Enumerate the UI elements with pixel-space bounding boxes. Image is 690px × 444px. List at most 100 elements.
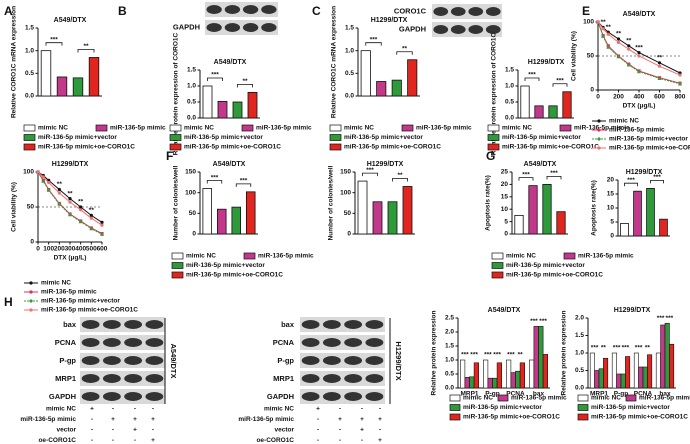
- bar: [510, 372, 516, 389]
- significance-label: ***: [539, 318, 547, 325]
- significance-bracket: [624, 182, 638, 187]
- point: [36, 170, 40, 174]
- bar: [245, 191, 256, 235]
- bar: [562, 91, 572, 119]
- bar: [589, 352, 595, 389]
- y-tick-label: 1.0: [25, 47, 34, 54]
- y-tick-label: 0: [504, 231, 508, 238]
- legend-label: miR-136-5p mimic+oe-CORO1C: [38, 144, 135, 151]
- bar: [642, 366, 648, 389]
- legend-label: miR-136-5p mimic+vector: [463, 404, 542, 411]
- y-tick-label: 10: [607, 205, 615, 212]
- significance-label: **: [601, 19, 607, 26]
- treatment-sign: -: [361, 437, 363, 444]
- significance-bracket: [518, 177, 534, 181]
- blot-row-label: CORO1C: [394, 6, 427, 15]
- point: [606, 45, 611, 49]
- legend-label: mimic NC: [186, 253, 216, 260]
- legend-label: miR-136-5p mimic+oe-CORO1C: [502, 144, 599, 151]
- treatment-sign: +: [360, 427, 364, 434]
- point: [100, 220, 104, 224]
- point: [79, 205, 83, 209]
- treatment-sign: -: [152, 406, 154, 413]
- legend-label: miR-136-5p mimic+vector: [609, 136, 688, 143]
- y-tick-label: 5: [504, 218, 508, 225]
- blot-background: [205, 2, 278, 17]
- legend-label: miR-136-5p mimic+oe-CORO1C: [506, 272, 603, 279]
- blot-band: [450, 25, 466, 34]
- chart-title: H1299/DTX: [52, 161, 89, 168]
- blot-band: [242, 23, 259, 32]
- blot-band: [301, 320, 320, 329]
- blot-row-label: P-gp: [59, 356, 76, 365]
- significance-label: ***: [528, 72, 536, 79]
- significance-label: ***: [522, 171, 530, 178]
- x-tick-label: 500: [86, 246, 97, 253]
- significance-bracket: [235, 183, 252, 187]
- treatment-sign: -: [317, 437, 319, 444]
- blot-background: [300, 389, 385, 404]
- blot-band: [81, 356, 100, 365]
- treatment-sign: +: [133, 416, 137, 423]
- treatment-sign: -: [361, 406, 363, 413]
- point: [57, 191, 61, 195]
- bar: [638, 366, 644, 389]
- point: [41, 175, 45, 179]
- significance-bracket: [45, 42, 63, 46]
- point: [637, 69, 641, 74]
- significance-label: ***: [461, 352, 469, 359]
- point: [626, 62, 631, 67]
- blot-background: [80, 335, 165, 350]
- blot-band: [102, 374, 121, 383]
- bar: [633, 352, 639, 389]
- treatment-sign: -: [317, 427, 319, 434]
- y-axis-label: Cell viability (%): [571, 31, 578, 81]
- bar: [616, 373, 622, 389]
- x-tick-label: 100: [43, 246, 54, 253]
- y-tick-label: 0.5: [345, 70, 354, 77]
- x-axis-label: DTX (μg/L): [54, 255, 87, 262]
- point: [627, 47, 631, 51]
- significance-label: ***: [627, 177, 635, 184]
- point: [41, 179, 46, 183]
- legend-swatch: [491, 262, 504, 269]
- x-tick-label: MRP1: [590, 391, 608, 398]
- blot-band: [145, 356, 164, 365]
- treatment-sign: -: [339, 406, 341, 413]
- legend-label: miR-136-5p mimic+oe-CORO1C: [184, 144, 281, 151]
- point: [616, 37, 621, 41]
- blot-band: [485, 25, 501, 34]
- legend-label: miR-136-5p mimic: [609, 127, 665, 134]
- y-tick-label: 0.5: [575, 367, 584, 374]
- legend-label: miR-136-5p mimic+oe-CORO1C: [186, 272, 283, 279]
- treatment-sign: -: [134, 406, 136, 413]
- blot-band: [124, 374, 143, 383]
- blot-background: [205, 20, 278, 35]
- legend-swatch: [329, 134, 342, 141]
- x-tick-label: bax: [533, 391, 545, 398]
- legend-marker: [29, 299, 33, 303]
- blot-band: [450, 7, 466, 16]
- significance-label: ***: [530, 318, 538, 325]
- bar: [505, 359, 512, 389]
- treatment-label: mimic NC: [264, 406, 294, 413]
- legend-marker: [29, 290, 33, 294]
- point: [606, 32, 610, 36]
- x-tick-label: 800: [675, 94, 686, 101]
- legend-swatch: [559, 124, 572, 132]
- treatment-sign: -: [112, 406, 114, 413]
- y-tick-label: 1.5: [445, 343, 454, 350]
- y-tick-label: 0: [610, 233, 614, 240]
- bar: [542, 354, 548, 389]
- y-tick-label: 50: [587, 53, 595, 60]
- y-tick-label: 1.0: [575, 350, 584, 357]
- legend-swatch: [625, 394, 637, 402]
- significance-bracket: [365, 42, 382, 46]
- significance-label: **: [57, 181, 63, 188]
- significance-label: ***: [635, 345, 643, 352]
- x-tick-label: P-gp: [614, 391, 628, 398]
- y-tick-label: 100: [23, 169, 34, 176]
- bar: [633, 190, 642, 237]
- x-tick-label: PCNA: [634, 391, 653, 398]
- point: [68, 200, 72, 204]
